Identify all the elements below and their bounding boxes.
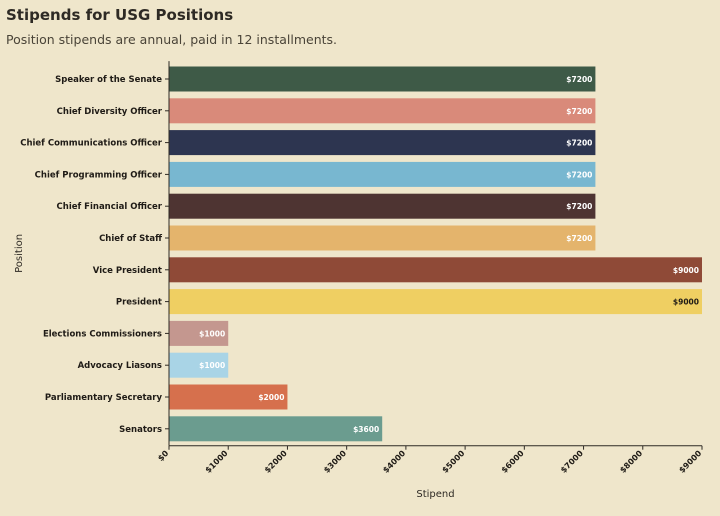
bar xyxy=(169,257,702,283)
bar-value-label: $1000 xyxy=(199,329,225,338)
y-tick-label: Vice President xyxy=(93,266,162,276)
bar-value-label: $9000 xyxy=(673,266,699,275)
bar xyxy=(169,352,229,378)
bar xyxy=(169,98,596,124)
bars-layer: $7200 $7200 $7200 $7200 $7200 $7200 $9000 $9000… xyxy=(169,66,702,442)
bar-value-label: $3600 xyxy=(353,425,379,434)
y-tick-label: Chief Diversity Officer xyxy=(57,107,163,117)
y-axis-title: Position xyxy=(14,234,25,273)
bar xyxy=(169,416,383,442)
y-tick-label: Advocacy Liasons xyxy=(78,361,162,371)
bar xyxy=(169,130,596,156)
y-tick-label: Chief Communications Officer xyxy=(20,139,163,149)
bar xyxy=(169,225,596,251)
x-axis-title: Stipend xyxy=(416,489,454,500)
x-tick-label: $2000 xyxy=(263,448,289,474)
bar xyxy=(169,289,702,315)
bar xyxy=(169,193,596,219)
bar-value-label: $7200 xyxy=(566,170,592,179)
bar xyxy=(169,161,596,187)
bar-value-label: $7200 xyxy=(566,234,592,243)
bar-value-label: $7200 xyxy=(566,107,592,116)
x-tick-label: $4000 xyxy=(381,448,407,474)
y-tick-label: Elections Commissioners xyxy=(43,329,162,339)
x-tick-label: $5000 xyxy=(440,448,466,474)
y-tick-label: Chief Programming Officer xyxy=(35,170,163,180)
y-tick-label: Speaker of the Senate xyxy=(55,75,162,85)
x-tick-label: $0 xyxy=(156,448,171,463)
x-tick-label: $1000 xyxy=(204,448,230,474)
y-tick-label: Senators xyxy=(119,425,162,435)
bar-value-label: $7200 xyxy=(566,202,592,211)
bar-value-label: $7200 xyxy=(566,139,592,148)
bar-value-label: $7200 xyxy=(566,75,592,84)
x-tick-label: $3000 xyxy=(322,448,348,474)
chart-title: Stipends for USG Positions xyxy=(6,6,234,24)
bar xyxy=(169,384,288,410)
x-tick-label: $9000 xyxy=(677,448,703,474)
y-tick-label: Chief Financial Officer xyxy=(57,202,163,212)
y-tick-labels: Speaker of the Senate Chief Diversity Off… xyxy=(20,75,169,435)
bar-value-label: $9000 xyxy=(673,298,699,307)
bar xyxy=(169,320,229,346)
y-tick-label: President xyxy=(116,298,162,308)
y-tick-label: Chief of Staff xyxy=(99,234,162,244)
bar-value-label: $1000 xyxy=(199,361,225,370)
x-tick-labels: $0 $1000 $2000 $3000 $4000 $5000 $6000 $7000 $80… xyxy=(156,445,704,475)
bar-value-label: $2000 xyxy=(258,393,284,402)
x-tick-label: $7000 xyxy=(559,448,585,474)
x-tick-label: $8000 xyxy=(618,448,644,474)
bar xyxy=(169,66,596,92)
x-tick-label: $6000 xyxy=(500,448,526,474)
y-tick-label: Parliamentary Secretary xyxy=(45,393,163,403)
chart-subtitle: Position stipends are annual, paid in 12… xyxy=(6,32,338,47)
